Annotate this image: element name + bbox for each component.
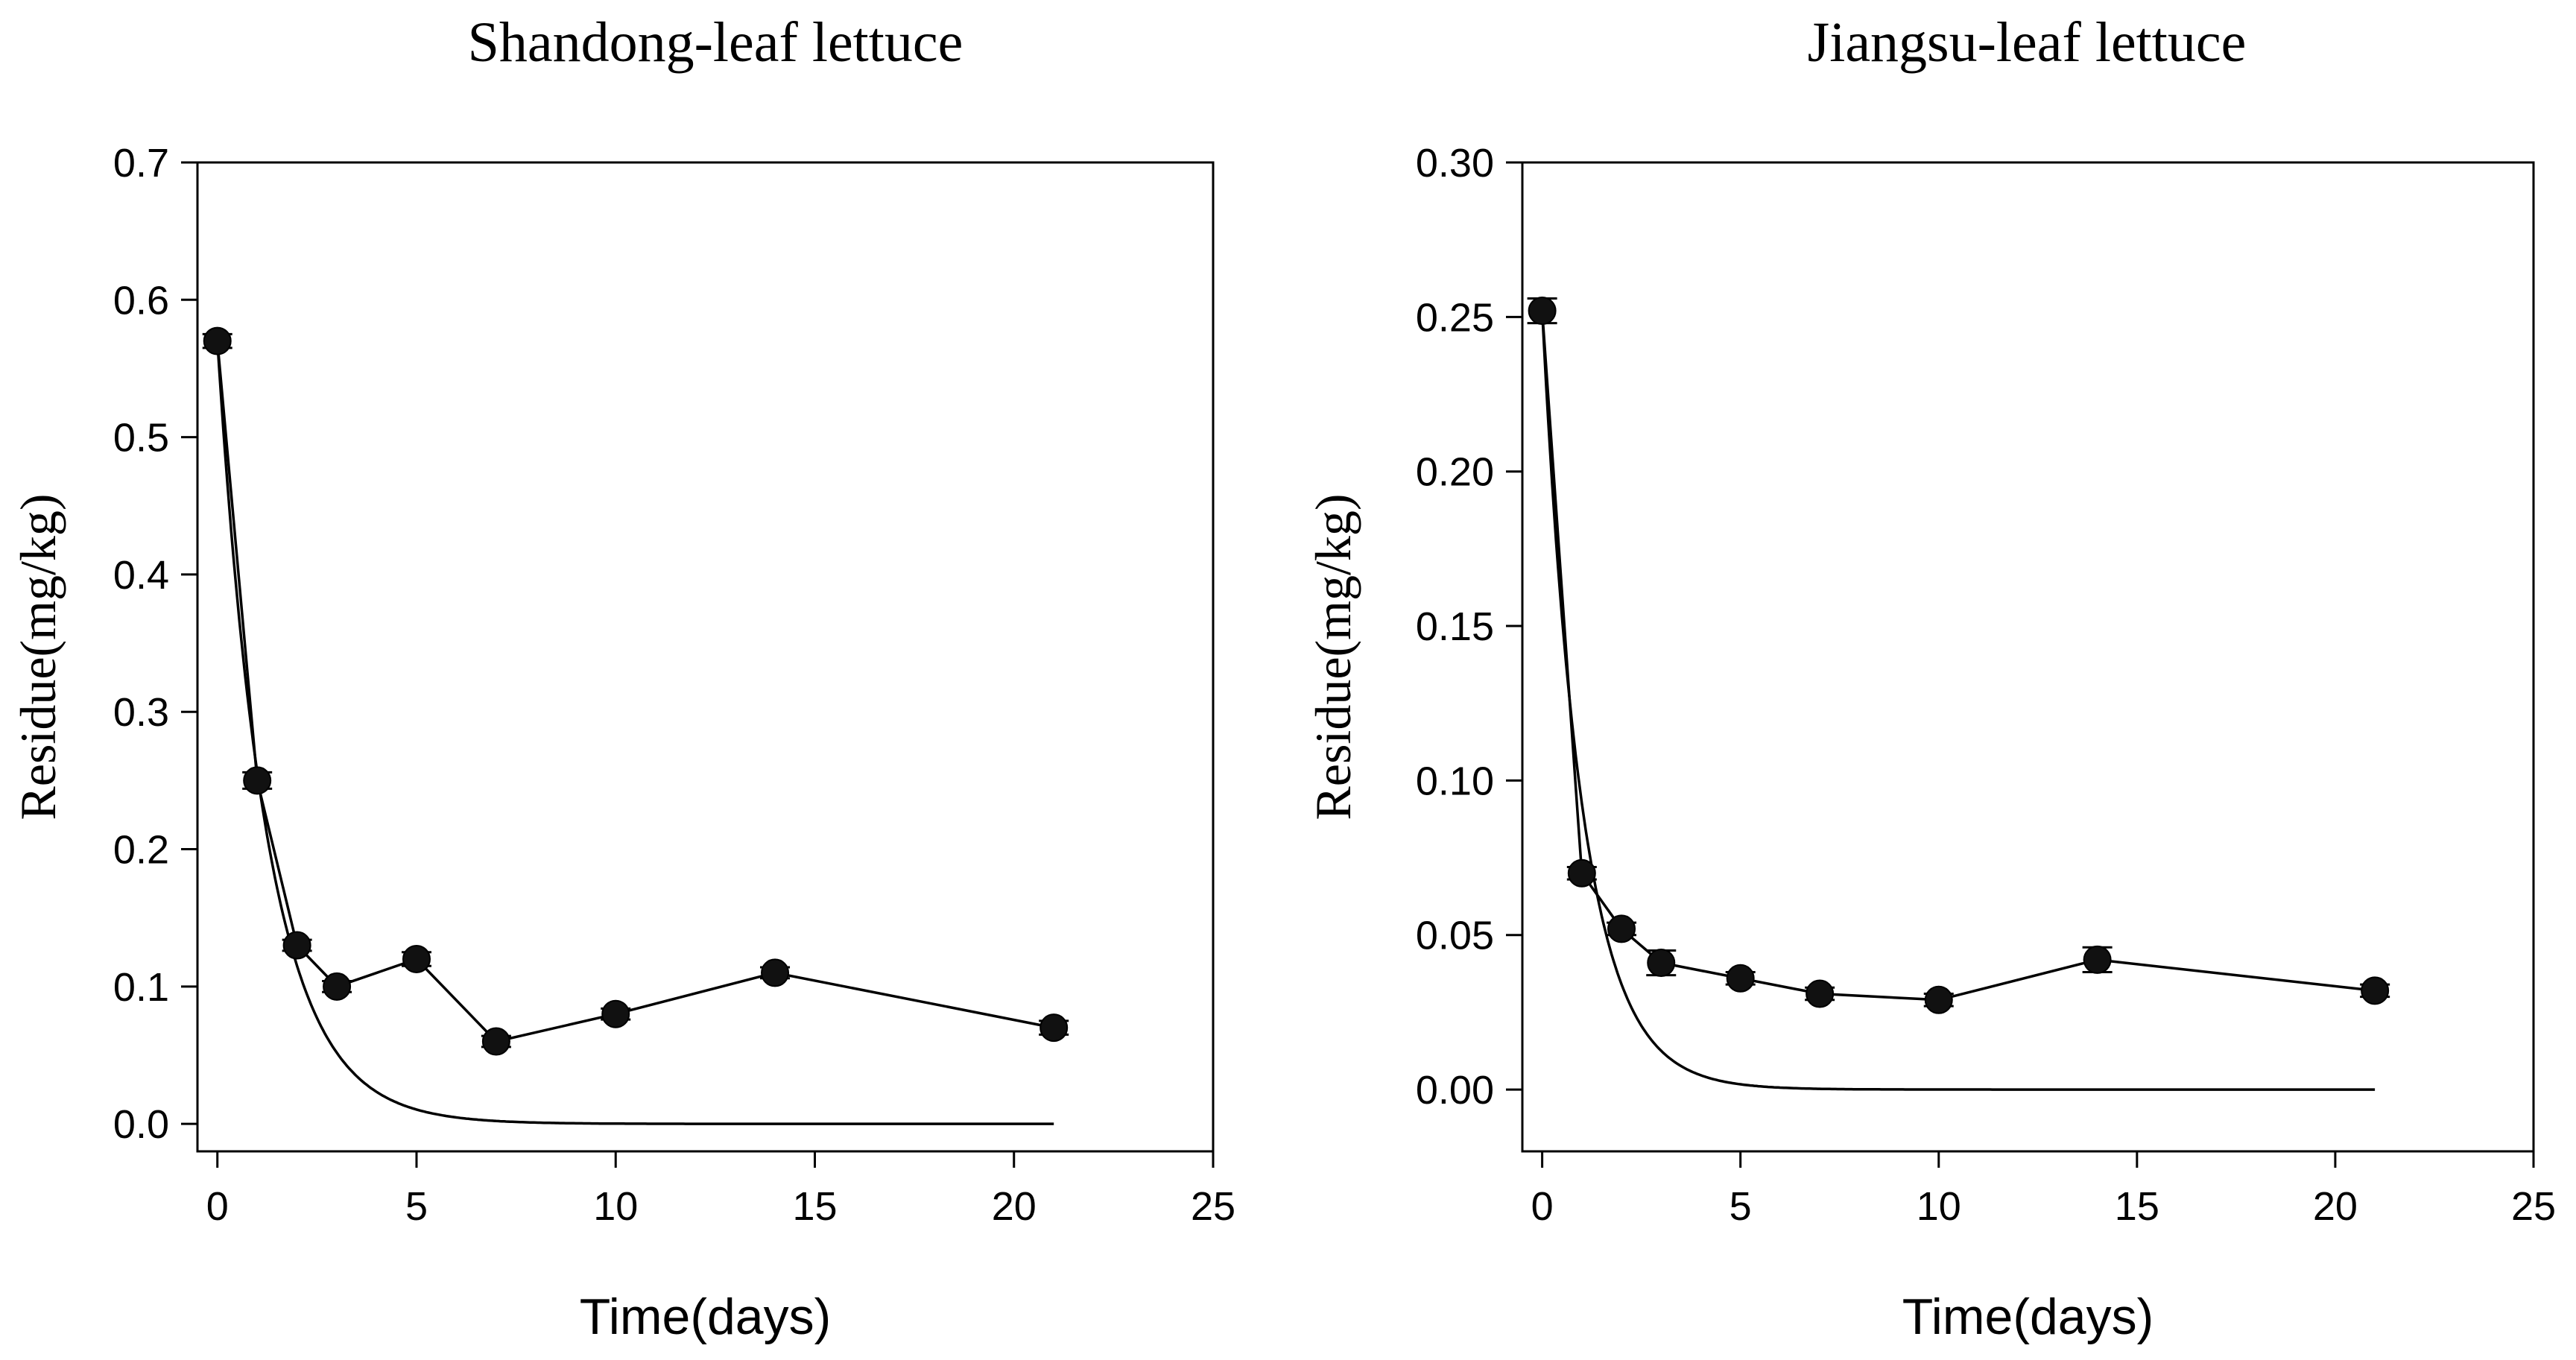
- y-tick-label: 0.2: [113, 828, 169, 873]
- x-tick-label: 20: [2313, 1184, 2358, 1229]
- x-tick-label: 25: [2511, 1184, 2556, 1229]
- x-tick-label: 15: [2115, 1184, 2159, 1229]
- data-point: [761, 958, 790, 987]
- y-tick-label: 0.00: [1416, 1068, 1494, 1113]
- data-point: [1647, 949, 1676, 978]
- y-tick-label: 0.7: [113, 141, 169, 186]
- data-point: [1726, 964, 1755, 993]
- x-tick-label: 5: [405, 1184, 428, 1229]
- data-point: [1607, 914, 1636, 943]
- x-tick-label: 0: [1531, 1184, 1554, 1229]
- data-point: [243, 766, 272, 795]
- fit-curve: [215, 341, 1054, 1125]
- y-tick-label: 0.5: [113, 416, 169, 461]
- data-point: [203, 326, 232, 355]
- y-tick-label: 0.6: [113, 278, 169, 323]
- observed-line: [1540, 310, 2376, 1002]
- y-tick-label: 0.1: [113, 965, 169, 1010]
- plot-frame: [196, 161, 1215, 1153]
- y-tick-label: 0.3: [113, 690, 169, 735]
- y-tick-label: 0.25: [1416, 295, 1494, 340]
- x-axis-label: Time(days): [1902, 1288, 2154, 1345]
- chart-title: Shandong-leaf lettuce: [468, 11, 963, 74]
- data-point: [2361, 976, 2390, 1005]
- data-point: [1567, 858, 1596, 888]
- y-tick-label: 0.4: [113, 553, 169, 598]
- data-point: [323, 972, 352, 1001]
- data-point: [481, 1027, 510, 1056]
- plot-frame: [1521, 161, 2535, 1153]
- fit-curve: [1540, 310, 2376, 1091]
- x-tick-label: 15: [792, 1184, 837, 1229]
- chart-title: Jiangsu-leaf lettuce: [1808, 11, 2247, 74]
- data-point: [1528, 297, 1557, 326]
- observed-line: [215, 341, 1054, 1043]
- data-point: [1924, 985, 1953, 1014]
- y-tick-label: 0.05: [1416, 914, 1494, 958]
- y-tick-label: 0.15: [1416, 604, 1494, 649]
- data-point: [601, 999, 630, 1028]
- y-axis-label: Residue(mg/kg): [10, 493, 66, 820]
- x-axis-label: Time(days): [580, 1288, 832, 1345]
- y-tick-label: 0.0: [113, 1102, 169, 1147]
- x-tick-label: 10: [593, 1184, 638, 1229]
- y-tick-label: 0.20: [1416, 450, 1494, 495]
- x-tick-label: 20: [992, 1184, 1037, 1229]
- y-tick-label: 0.30: [1416, 141, 1494, 186]
- chart-panel-1: Shandong-leaf lettuce 0.0 0.1 0.2 0.3 0.4 0.5 0…: [10, 11, 1235, 1345]
- y-axis-label: Residue(mg/kg): [1305, 493, 1361, 820]
- x-tick-label: 0: [206, 1184, 229, 1229]
- x-tick-label: 25: [1191, 1184, 1235, 1229]
- data-point: [1039, 1013, 1069, 1043]
- data-point: [2083, 945, 2112, 974]
- data-point: [402, 944, 431, 973]
- data-point: [1806, 979, 1835, 1008]
- data-point: [282, 931, 311, 960]
- y-tick-label: 0.10: [1416, 759, 1494, 803]
- x-tick-label: 10: [1917, 1184, 1961, 1229]
- x-tick-label: 5: [1730, 1184, 1752, 1229]
- chart-panel-2: Jiangsu-leaf lettuce 0.00 0.05 0.10 0.15 0.20…: [1305, 11, 2556, 1345]
